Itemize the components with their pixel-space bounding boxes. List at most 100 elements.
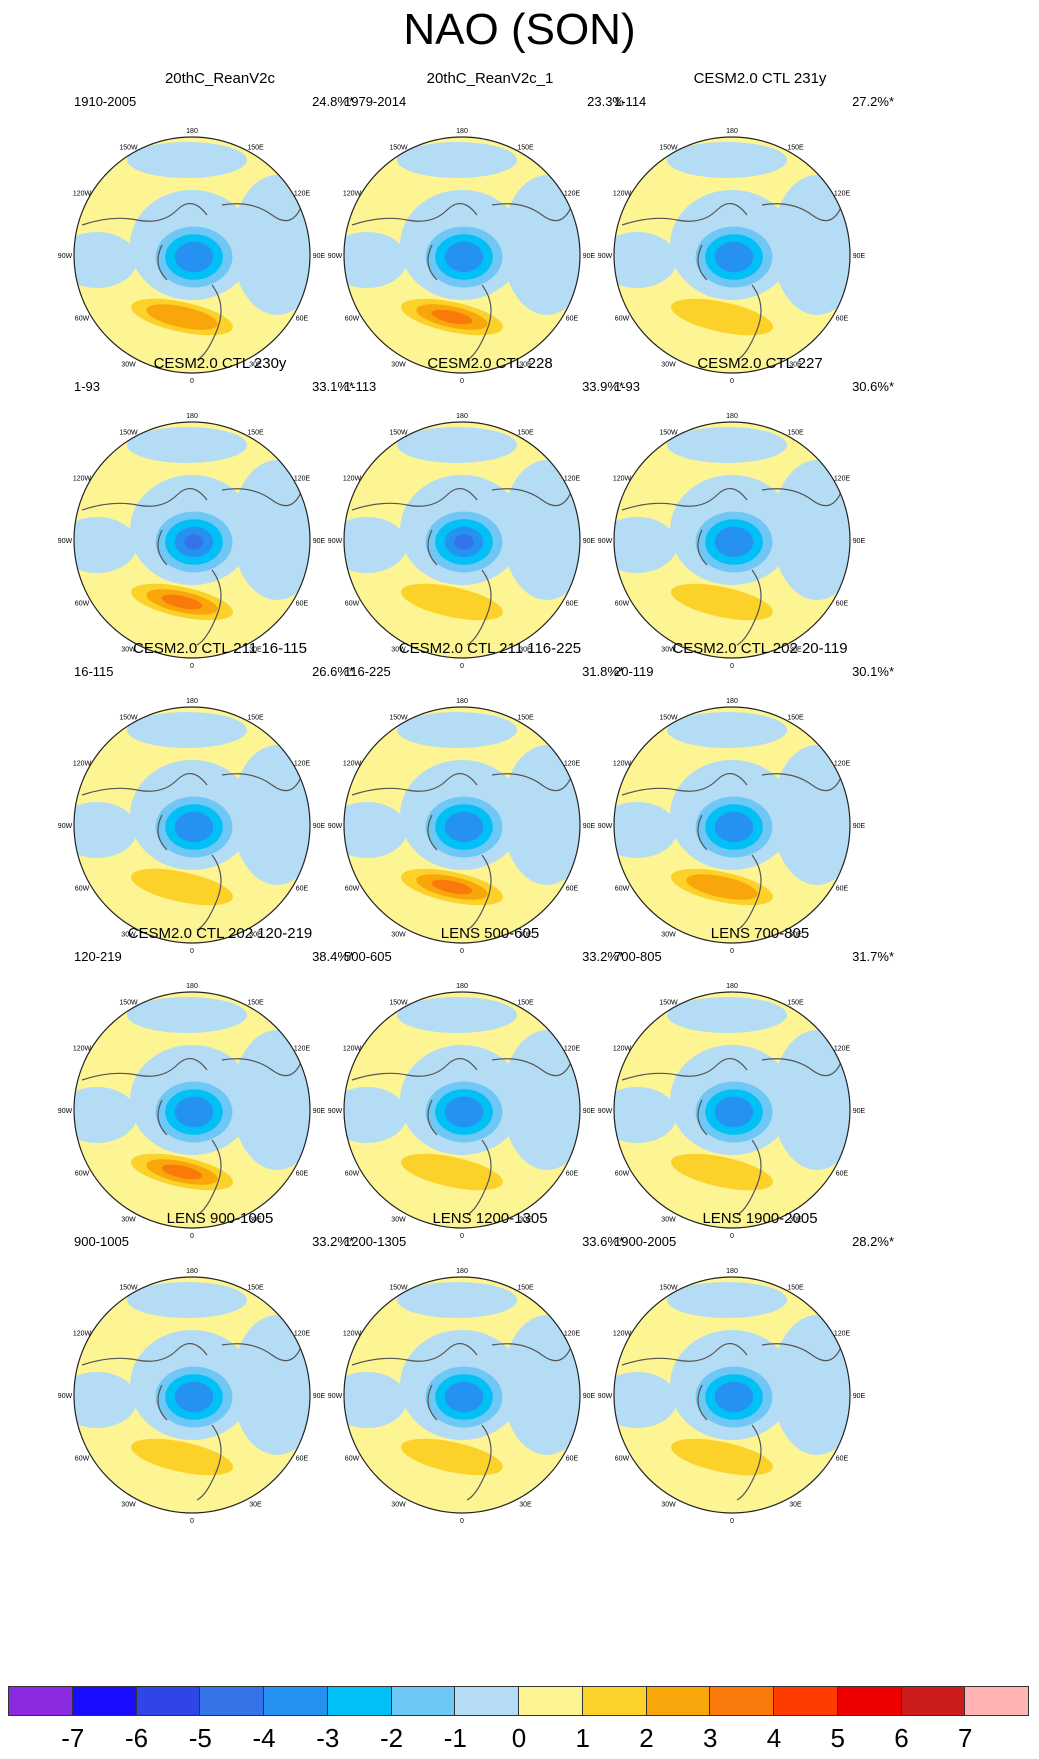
colorbar-tick-label: -3 [316,1723,340,1753]
polar-map: 180 150E 120E 90E 60E 30E 0 30W 60W 90W 120W 150W [328,1268,596,1525]
longitude-label: 180 [456,413,468,420]
longitude-label: 90E [313,538,326,545]
longitude-label: 60E [296,601,309,608]
coastline [81,1058,303,1216]
longitude-label: 30W [391,1501,406,1508]
longitude-label: 120W [613,761,632,768]
negative-anomaly-region [127,1282,247,1318]
longitude-label: 90W [58,253,73,260]
colorbar-cell [709,1686,774,1716]
longitude-label: 90W [328,253,343,260]
longitude-label: 150W [389,715,408,722]
longitude-label: 0 [190,378,194,385]
longitude-label: 30W [661,361,676,368]
longitude-label: 60E [566,316,579,323]
longitude-label: 90E [853,823,866,830]
positive-anomaly-region [161,1164,203,1180]
negative-anomaly-core [174,1381,214,1413]
panel-period: 1-114 [614,94,647,109]
map-boundary [613,706,851,944]
map-panel: CESM2.0 CTL 231y 1-114 27.2%* 180 150E 120E 90… [598,70,920,385]
longitude-label: 120W [343,761,362,768]
longitude-label: 60E [296,1456,309,1463]
colorbar-tick-label: 7 [958,1723,973,1753]
longitude-label: 120W [613,1046,632,1053]
panel-explained-variance: 33.2%* [582,949,624,964]
panel-period: 500-605 [344,949,392,964]
longitude-label: 60W [615,316,630,323]
negative-anomaly-core [184,534,204,550]
map-boundary [613,136,851,374]
longitude-label: 0 [190,663,194,670]
longitude-label: 120W [613,191,632,198]
longitude-label: 30W [391,931,406,938]
colorbar-cell [900,1686,966,1716]
longitude-label: 180 [726,983,738,990]
negative-anomaly-region [667,427,787,463]
negative-anomaly-region [127,142,247,178]
negative-anomaly-region [667,997,787,1033]
longitude-label: 120E [834,476,851,483]
longitude-label: 30E [519,646,532,653]
polar-map: 180 150E 120E 90E 60E 30E 0 30W 60W 90W 120W 150W [58,413,326,670]
longitude-label: 120E [294,761,311,768]
longitude-label: 90W [598,538,613,545]
coastline [621,203,843,361]
positive-anomaly-region [431,879,473,895]
negative-anomaly-region [614,802,677,858]
panel-explained-variance: 38.4%* [312,949,354,964]
longitude-label: 30E [519,1216,532,1223]
longitude-label: 150E [787,145,804,152]
polar-map: 180 150E 120E 90E 60E 30E 0 30W 60W 90W 120W 150W [598,128,866,385]
longitude-label: 150E [517,1000,534,1007]
negative-anomaly-region [127,712,247,748]
longitude-label: 60W [75,316,90,323]
longitude-label: 0 [730,663,734,670]
longitude-label: 120W [73,476,92,483]
negative-anomaly-region [397,712,517,748]
map-boundary [343,421,581,659]
negative-anomaly-core [174,241,214,273]
map-boundary [73,1276,311,1514]
longitude-label: 60E [566,886,579,893]
longitude-label: 120W [73,761,92,768]
positive-anomaly-region [671,583,773,621]
colorbar-tick-label: -6 [124,1723,149,1753]
polar-map: 180 150E 120E 90E 60E 30E 0 30W 60W 90W 120W 150W [58,128,326,385]
colorbar-cell [964,1686,1029,1716]
panel-period: 1910-2005 [74,94,137,109]
longitude-label: 30E [789,1501,802,1508]
map-panel: CESM2.0 CTL 211 16-115 16-115 26.6%* 180 150… [58,640,380,955]
longitude-label: 30E [789,361,802,368]
coastline [351,773,573,931]
longitude-label: 0 [190,948,194,955]
panel-title: LENS 900-1005 [166,1210,274,1227]
longitude-label: 120E [564,761,581,768]
negative-anomaly-region [614,1087,677,1143]
longitude-label: 60W [615,886,630,893]
negative-anomaly-region [667,712,787,748]
longitude-label: 90E [583,823,596,830]
negative-anomaly-region [397,997,517,1033]
negative-anomaly-region [344,517,407,573]
longitude-label: 60E [836,1456,849,1463]
longitude-label: 30E [519,361,532,368]
colorbar-cell [326,1686,392,1716]
longitude-label: 180 [456,698,468,705]
map-boundary [343,1276,581,1514]
map-panel: LENS 900-1005 900-1005 33.2%* 180 150E 120E 90… [58,1210,380,1525]
longitude-label: 0 [460,1233,464,1240]
longitude-label: 90E [313,823,326,830]
colorbar-cell [199,1686,264,1716]
longitude-label: 90W [58,823,73,830]
map-panel: LENS 1200-1305 1200-1305 33.6%* 180 150E 120E… [328,1210,650,1525]
map-panel: 20thC_ReanV2c_1 1979-2014 23.3% 180 150E 120E… [328,70,650,385]
colorbar-tick-label: 6 [894,1723,909,1753]
longitude-label: 150W [659,430,678,437]
colorbar-tick-label: 4 [766,1723,782,1753]
longitude-label: 30W [121,646,136,653]
panel-explained-variance: 33.9%* [582,379,624,394]
panel-title: CESM2.0 CTL 211 116-225 [398,640,582,657]
map-panel: CESM2.0 CTL 228 1-113 33.9%* 180 150E 120E 90E… [328,355,650,670]
positive-anomaly-region [671,298,773,336]
